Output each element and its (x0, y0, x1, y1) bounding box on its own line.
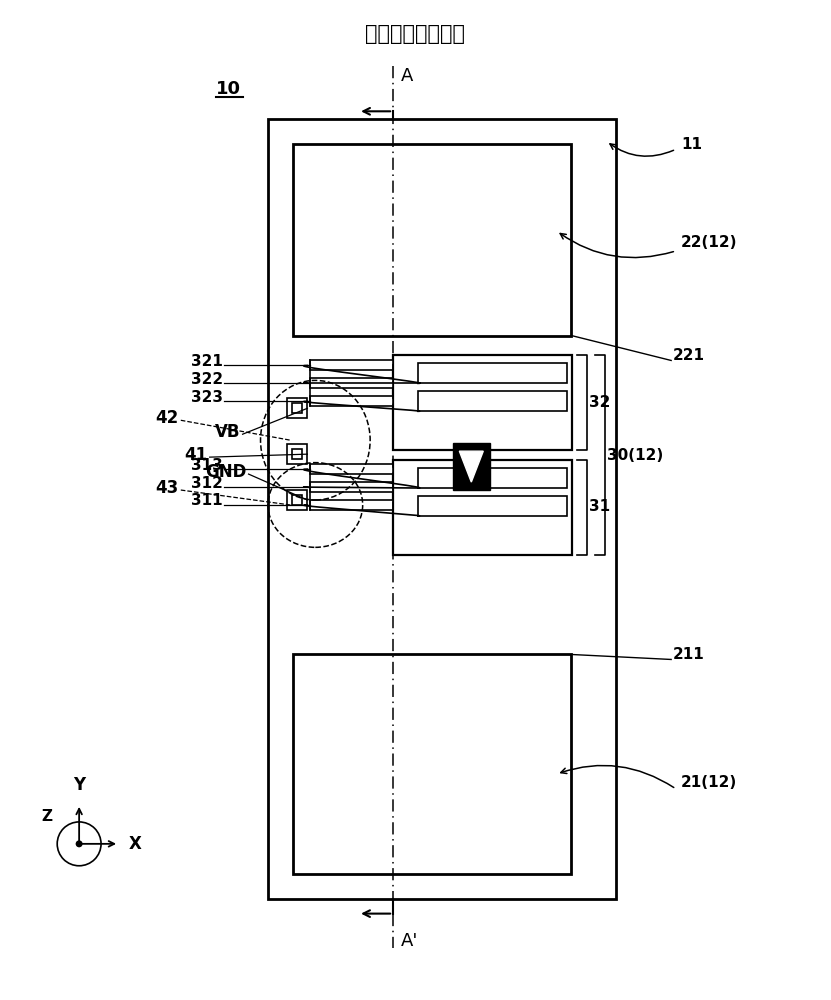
Bar (293, 495, 302, 505)
Bar (453, 443, 489, 490)
Bar (418, 391, 568, 411)
Text: Y: Y (73, 776, 86, 794)
Bar (293, 403, 302, 413)
Bar (310, 464, 393, 474)
Bar (293, 654, 572, 874)
Text: A': A' (401, 932, 419, 950)
Text: 42: 42 (155, 409, 179, 427)
Bar (310, 378, 393, 388)
Bar (288, 490, 307, 510)
Text: 211: 211 (673, 647, 705, 662)
Bar (418, 468, 568, 488)
Bar (288, 398, 307, 418)
Bar (268, 119, 617, 899)
Circle shape (76, 840, 82, 847)
Text: A: A (401, 67, 414, 85)
Text: 311: 311 (191, 493, 223, 508)
Text: 312: 312 (191, 476, 223, 491)
Text: 《第一实施方式》: 《第一实施方式》 (365, 24, 465, 44)
Bar (310, 396, 393, 406)
Text: 22(12): 22(12) (681, 235, 738, 250)
Text: 43: 43 (155, 479, 179, 497)
Text: 323: 323 (190, 390, 223, 405)
Text: VB: VB (215, 423, 241, 441)
Bar (393, 460, 573, 555)
Text: 221: 221 (673, 348, 706, 363)
Bar (293, 449, 302, 459)
Text: Z: Z (42, 809, 52, 824)
Text: 11: 11 (681, 137, 702, 152)
Text: 21(12): 21(12) (681, 775, 737, 790)
Bar (288, 444, 307, 464)
Polygon shape (460, 451, 484, 482)
Bar (418, 363, 568, 383)
Text: 41: 41 (184, 446, 208, 464)
Text: 32: 32 (589, 395, 611, 410)
Bar (310, 500, 393, 510)
Text: 30(12): 30(12) (607, 448, 664, 463)
Text: 31: 31 (589, 499, 611, 514)
Bar (310, 360, 393, 370)
Bar (310, 482, 393, 492)
Bar (393, 355, 573, 450)
Bar (418, 496, 568, 516)
Text: 321: 321 (191, 354, 223, 369)
Bar (293, 144, 572, 336)
Text: X: X (129, 835, 142, 853)
Text: GND: GND (205, 463, 247, 481)
Text: 313: 313 (191, 458, 223, 473)
Text: 322: 322 (190, 372, 223, 387)
Text: 10: 10 (216, 80, 241, 98)
